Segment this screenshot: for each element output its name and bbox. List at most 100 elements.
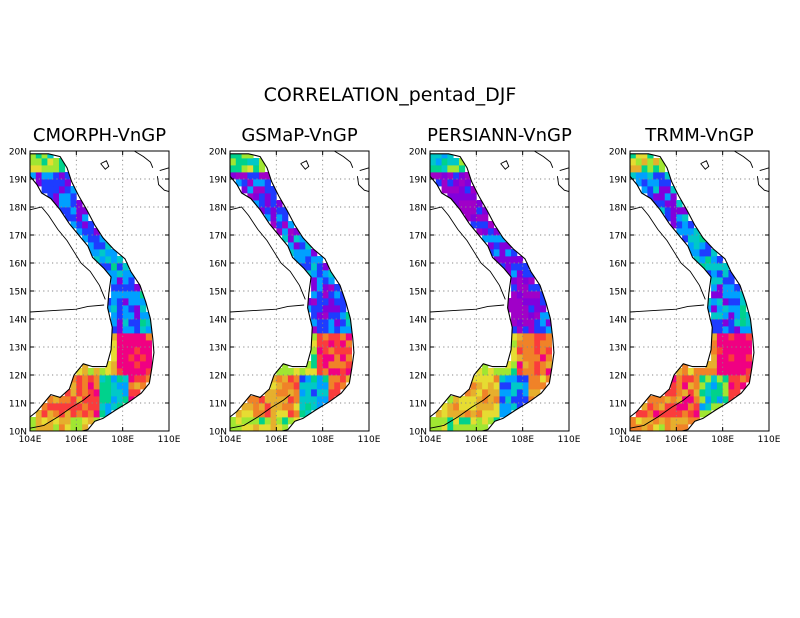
grid-cell xyxy=(76,417,83,425)
lat-tick-label: 13N xyxy=(9,344,27,354)
grid-cell xyxy=(311,312,318,320)
grid-cell xyxy=(511,361,518,369)
grid-cell xyxy=(287,403,295,411)
grid-cell xyxy=(93,389,100,397)
grid-cell xyxy=(70,417,77,425)
grid-cell xyxy=(722,277,729,285)
grid-cell xyxy=(647,172,654,180)
grid-cell xyxy=(516,389,524,397)
grid-cell xyxy=(270,186,277,194)
grid-cell xyxy=(705,396,712,404)
grid-cell xyxy=(145,326,153,334)
grid-cell xyxy=(711,291,718,299)
grid-cell xyxy=(740,312,747,320)
grid-cell xyxy=(270,207,277,215)
grid-cell xyxy=(522,382,529,390)
grid-cell xyxy=(699,396,706,404)
grid-cell xyxy=(487,242,495,250)
grid-cell xyxy=(641,410,648,418)
grid-cell xyxy=(487,221,495,229)
grid-cell xyxy=(111,305,118,313)
grid-cell xyxy=(470,396,477,404)
grid-cell xyxy=(534,305,541,313)
grid-cell xyxy=(716,263,724,271)
grid-cell xyxy=(499,249,506,257)
grid-cell xyxy=(453,424,460,432)
grid-cell xyxy=(76,368,83,376)
grid-cell xyxy=(716,361,724,369)
grid-cell xyxy=(658,158,666,166)
grid-cell xyxy=(311,270,318,278)
grid-cell xyxy=(464,200,471,208)
grid-cell xyxy=(111,403,118,411)
grid-cell xyxy=(711,375,718,383)
grid-cell xyxy=(693,256,700,264)
grid-cell xyxy=(682,389,689,397)
grid-cell xyxy=(316,368,324,376)
grid-cell xyxy=(641,158,648,166)
grid-cell xyxy=(499,396,506,404)
grid-cell xyxy=(134,284,141,292)
grid-cell xyxy=(328,340,335,348)
grid-cell xyxy=(670,403,677,411)
grid-cell xyxy=(647,165,654,173)
grid-cell xyxy=(699,368,706,376)
grid-cell xyxy=(305,256,312,264)
grid-cell xyxy=(745,326,753,334)
lon-tick-label: 104E xyxy=(19,435,42,445)
grid-cell xyxy=(41,410,48,418)
grid-cell xyxy=(128,368,135,376)
grid-cell xyxy=(122,340,129,348)
grid-cell xyxy=(470,375,477,383)
grid-cell xyxy=(476,368,483,376)
grid-cell xyxy=(299,256,306,264)
grid-cell xyxy=(664,186,671,194)
grid-cell xyxy=(328,354,335,362)
grid-cell xyxy=(276,382,283,390)
grid-cell xyxy=(340,340,347,348)
grid-cell xyxy=(734,368,741,376)
grid-cell xyxy=(334,319,341,327)
grid-cell xyxy=(493,249,500,257)
grid-cell xyxy=(140,354,147,362)
grid-cell xyxy=(464,172,471,180)
grid-cell xyxy=(282,235,289,243)
border-line xyxy=(429,394,491,429)
grid-cell xyxy=(470,382,477,390)
grid-cell xyxy=(247,424,254,432)
grid-cell xyxy=(641,153,648,159)
grid-cell xyxy=(745,361,753,369)
grid-cell xyxy=(511,326,518,334)
grid-cell xyxy=(270,200,277,208)
lat-tick-label: 10N xyxy=(9,428,27,438)
grid-cell xyxy=(728,270,735,278)
border-line xyxy=(534,150,554,168)
grid-cell xyxy=(740,326,747,334)
grid-cell xyxy=(311,249,318,257)
grid-cell xyxy=(322,375,329,383)
grid-cell xyxy=(235,424,242,432)
lat-tick-label: 16N xyxy=(409,260,427,270)
grid-cell xyxy=(447,172,454,180)
grid-cell xyxy=(528,319,535,327)
grid-cell xyxy=(305,389,312,397)
grid-cell xyxy=(47,158,54,166)
grid-cell xyxy=(653,172,660,180)
grid-cell xyxy=(253,165,260,173)
lat-tick-label: 11N xyxy=(209,400,227,410)
grid-cell xyxy=(93,235,100,243)
grid-cell xyxy=(464,186,471,194)
grid-cell xyxy=(99,382,106,390)
grid-cell xyxy=(241,417,248,425)
grid-cell xyxy=(41,424,48,432)
grid-cell xyxy=(247,158,254,166)
grid-cell xyxy=(293,249,300,257)
grid-cell xyxy=(105,368,112,376)
grid-cell xyxy=(264,207,271,215)
grid-cell xyxy=(745,347,753,355)
grid-cell xyxy=(499,410,506,418)
grid-cell xyxy=(528,291,535,299)
grid-cell xyxy=(111,319,118,327)
grid-cell xyxy=(58,417,66,425)
